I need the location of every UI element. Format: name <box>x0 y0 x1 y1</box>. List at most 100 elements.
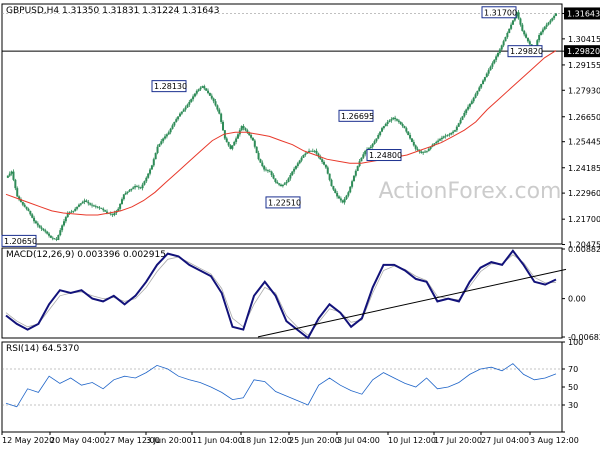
candle-body <box>424 151 427 153</box>
candle-body <box>508 28 511 33</box>
candle-body <box>410 138 413 142</box>
candle-body <box>392 117 395 120</box>
candle-body <box>8 173 11 176</box>
candle-body <box>289 175 292 179</box>
candle-body <box>545 24 548 27</box>
candle-body <box>300 157 303 161</box>
candle-body <box>498 49 501 53</box>
candle-body <box>208 92 211 96</box>
candle-body <box>23 204 26 207</box>
candle-body <box>453 130 456 132</box>
candle-body <box>555 13 557 16</box>
candle-body <box>364 150 367 155</box>
candle-body <box>119 204 122 209</box>
price-title: GBPUSD,H4 1.31350 1.31831 1.31224 1.3164… <box>6 6 219 16</box>
candle-body <box>225 138 228 142</box>
candle-body <box>25 206 28 209</box>
macd-title: MACD(12,26,9) 0.003396 0.002915 <box>6 250 166 260</box>
candle-body <box>62 221 65 226</box>
rsi-tick-label: 70 <box>568 365 578 374</box>
candle-body <box>274 178 277 182</box>
candle-body <box>317 153 320 157</box>
annotation-label: 1.22510 <box>268 198 301 207</box>
candle-body <box>446 135 449 136</box>
candle-body <box>210 95 213 99</box>
candle-body <box>367 148 370 150</box>
candle-body <box>337 196 340 199</box>
price-tick-label: 1.22960 <box>568 189 600 198</box>
candle-body <box>92 205 95 207</box>
candle-body <box>66 212 69 218</box>
candle-body <box>294 166 297 169</box>
moving-average-line <box>5 50 557 216</box>
candle-body <box>382 126 385 129</box>
candle-body <box>476 90 479 95</box>
candle-body <box>29 210 32 215</box>
candle-body <box>281 184 284 187</box>
candle-body <box>94 206 97 207</box>
candle-body <box>33 217 36 222</box>
candle-body <box>188 101 191 105</box>
candle-body <box>330 179 333 187</box>
candle-body <box>287 178 290 182</box>
candle-body <box>214 101 217 106</box>
candle-body <box>173 121 176 126</box>
candle-body <box>313 150 316 152</box>
candle-body <box>304 153 307 156</box>
candle-body <box>184 107 187 110</box>
candle-body <box>354 170 357 176</box>
candle-body <box>98 207 101 209</box>
candle-body <box>158 144 161 147</box>
candle-body <box>506 32 509 38</box>
candle-body <box>96 206 99 208</box>
candle-body <box>463 112 466 117</box>
candle-body <box>61 225 64 231</box>
candle-body <box>178 113 181 117</box>
price-tick-label: 1.27930 <box>568 86 600 95</box>
candle-body <box>44 230 47 232</box>
x-tick-label: 17 Jul 20:00 <box>434 436 482 445</box>
candle-body <box>362 154 365 158</box>
level-price-box <box>564 45 600 58</box>
candle-body <box>156 146 159 153</box>
candle-body <box>42 228 45 231</box>
candle-body <box>255 146 258 153</box>
candle-body <box>68 212 71 214</box>
candle-body <box>100 208 103 209</box>
candle-body <box>352 175 355 182</box>
panel-frame <box>1 341 563 433</box>
candle-body <box>442 136 445 138</box>
candle-body <box>521 24 524 31</box>
candle-body <box>360 157 363 162</box>
candle-body <box>165 134 168 137</box>
panel-frame <box>1 247 563 339</box>
candle-body <box>395 119 398 121</box>
candle-body <box>16 188 19 197</box>
rsi-title: RSI(14) 64.5370 <box>6 344 79 354</box>
candle-body <box>106 211 109 213</box>
candle-body <box>538 35 541 41</box>
candle-body <box>177 116 180 120</box>
candle-body <box>240 126 243 131</box>
x-tick-label: 27 May 12:00 <box>105 436 160 445</box>
candle-body <box>356 166 359 171</box>
candle-body <box>293 168 296 172</box>
candle-body <box>34 221 37 224</box>
candle-body <box>328 173 331 180</box>
candle-body <box>369 146 372 149</box>
candle-body <box>175 119 178 122</box>
candle-body <box>384 124 387 127</box>
candle-body <box>120 199 123 204</box>
candle-body <box>233 141 236 146</box>
annotation-box <box>366 149 402 162</box>
candle-body <box>485 73 488 78</box>
candle-body <box>296 163 299 167</box>
candle-body <box>139 187 142 189</box>
candle-body <box>154 152 157 160</box>
candle-body <box>343 199 346 203</box>
candle-body <box>38 225 41 228</box>
candle-body <box>250 135 253 138</box>
candle-body <box>72 210 75 212</box>
